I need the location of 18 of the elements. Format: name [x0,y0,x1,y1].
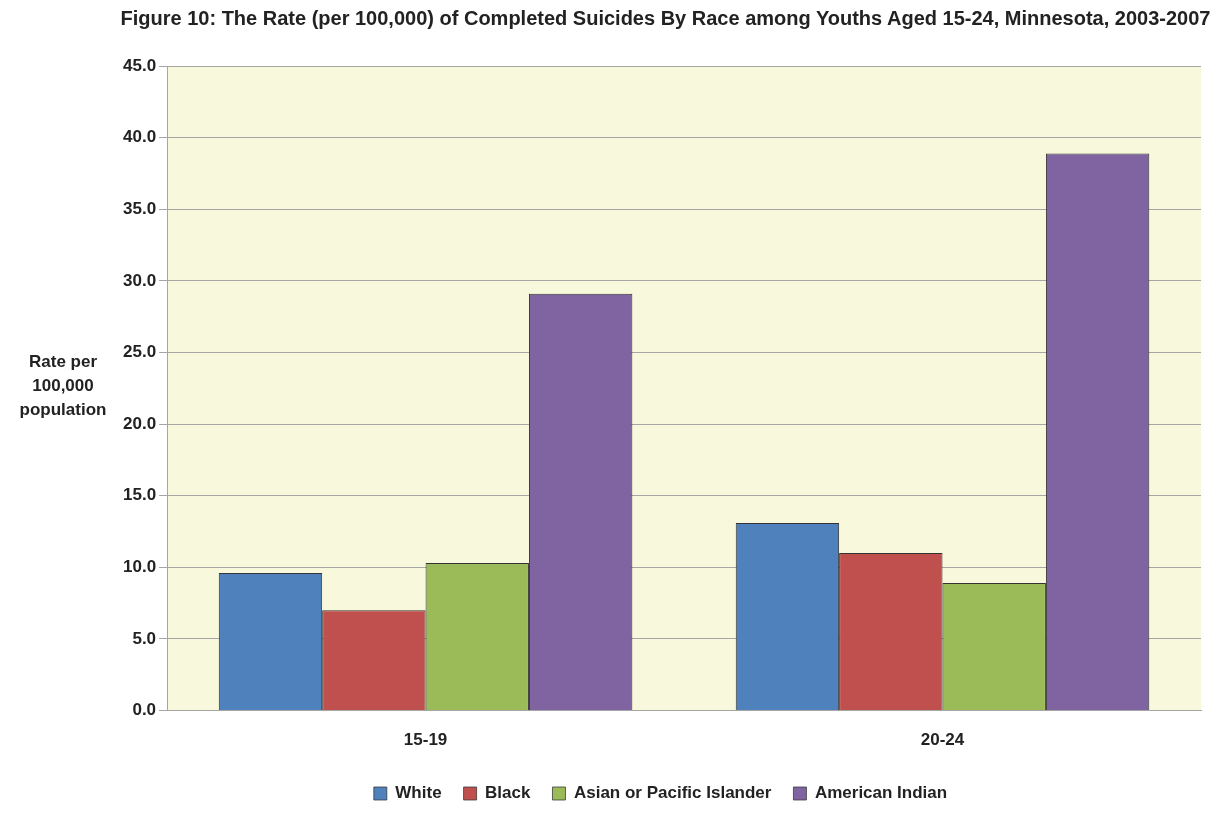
legend-label: Asian or Pacific Islander [573,783,772,803]
chart-title: Figure 10: The Rate (per 100,000) of Completed Suicides By Race among Youths Aged 15-24, Minnesota, 2003-2007 [119,6,1212,31]
x-tick-label: 20-24 [920,730,965,750]
x-tick-label: 15-19 [403,730,448,750]
y-tick-label: 40.0 [122,127,157,147]
y-axis-title: Rate per 100,000 population [18,351,108,421]
y-tick-label: 35.0 [122,198,157,218]
legend-label: White [395,783,442,803]
y-tick-label: 45.0 [122,55,157,75]
legend-label: American Indian [814,783,948,803]
legend-label: Black [485,783,531,803]
y-tick-label: 5.0 [132,628,157,648]
y-tick-label: 15.0 [122,485,157,505]
y-tick-label: 20.0 [122,413,157,433]
y-tick-label: 25.0 [122,342,157,362]
y-tick-label: 30.0 [122,270,157,290]
y-tick-label: 10.0 [122,557,157,577]
y-tick-label: 0.0 [132,700,157,720]
